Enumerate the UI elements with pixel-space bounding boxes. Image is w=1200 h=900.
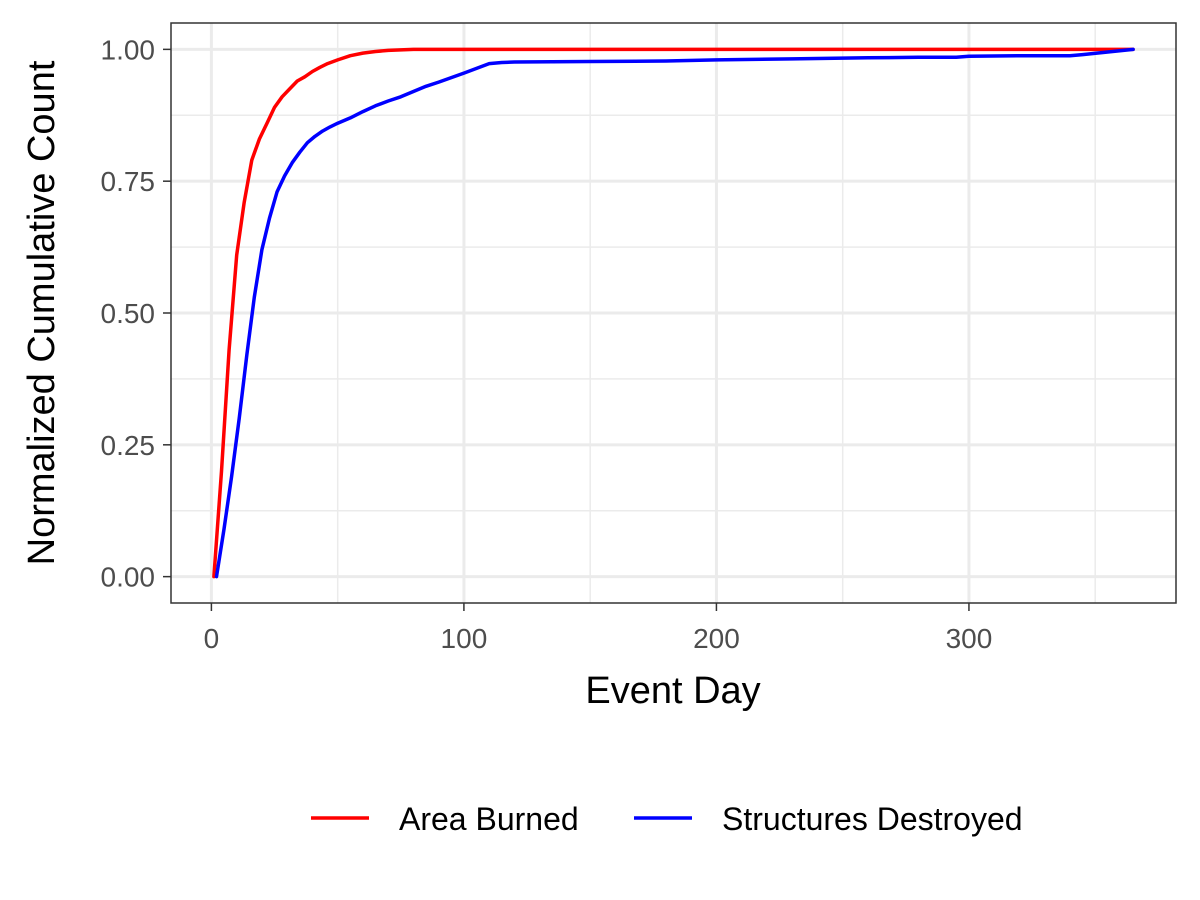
x-tick-label: 300 bbox=[946, 623, 993, 654]
series-lines bbox=[212, 47, 1135, 579]
y-tick-label: 0.00 bbox=[101, 562, 156, 593]
y-tick-label: 0.50 bbox=[101, 298, 156, 329]
y-axis-ticks: 0.00 0.25 0.50 0.75 1.00 bbox=[101, 34, 171, 593]
y-axis-title: Normalized Cumulative Count bbox=[21, 60, 63, 565]
legend: Area Burned Structures Destroyed bbox=[311, 801, 1023, 837]
x-axis-title: Event Day bbox=[585, 670, 760, 712]
legend-label-0: Area Burned bbox=[399, 801, 579, 837]
x-tick-label: 200 bbox=[693, 623, 740, 654]
x-axis-ticks: 0 100 200 300 bbox=[204, 603, 993, 654]
legend-label-1: Structures Destroyed bbox=[722, 801, 1023, 837]
y-tick-label: 1.00 bbox=[101, 34, 156, 65]
x-tick-label: 0 bbox=[204, 623, 220, 654]
series-line-1 bbox=[214, 47, 1135, 579]
y-tick-label: 0.75 bbox=[101, 166, 156, 197]
series-line-0 bbox=[212, 47, 1135, 579]
x-tick-label: 100 bbox=[441, 623, 488, 654]
y-tick-label: 0.25 bbox=[101, 430, 156, 461]
